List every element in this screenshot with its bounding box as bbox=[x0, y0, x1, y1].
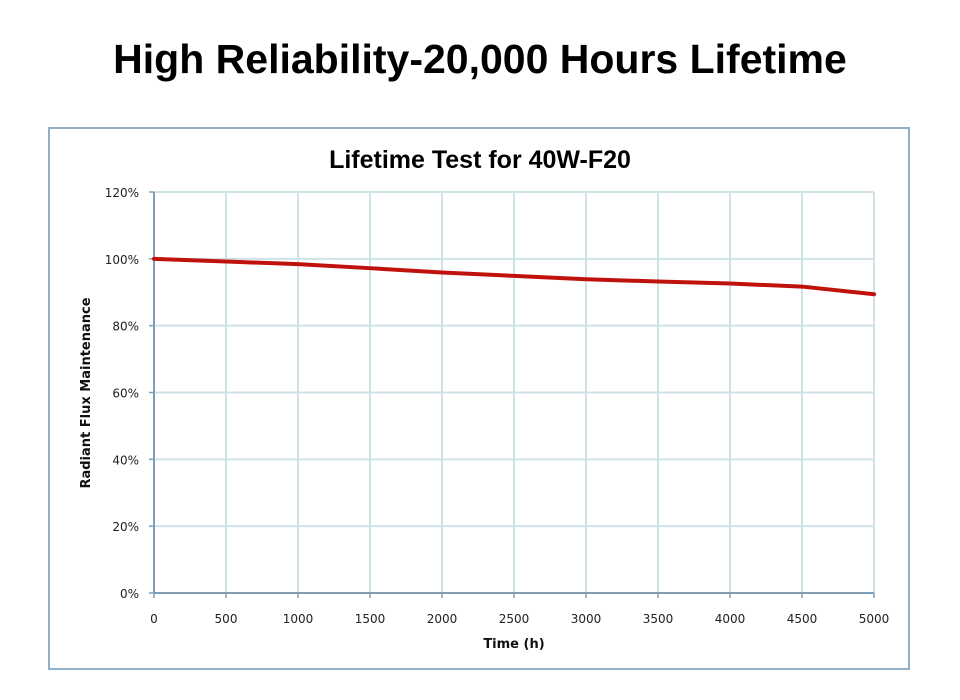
y-tick-label: 60% bbox=[112, 387, 139, 401]
y-tick-label: 120% bbox=[105, 186, 139, 200]
y-axis-label: Radiant Flux Maintenance bbox=[79, 297, 94, 488]
x-tick-label: 2500 bbox=[499, 612, 530, 626]
x-tick-label: 4000 bbox=[715, 612, 746, 626]
x-tick-label: 1000 bbox=[283, 612, 314, 626]
y-tick-label: 0% bbox=[120, 587, 139, 601]
y-tick-label: 20% bbox=[112, 520, 139, 534]
chart-frame bbox=[48, 127, 910, 670]
x-tick-label: 0 bbox=[150, 612, 158, 626]
series-line bbox=[152, 256, 876, 297]
x-tick-label: 2000 bbox=[427, 612, 458, 626]
page-title: High Reliability-20,000 Hours Lifetime bbox=[113, 36, 847, 82]
x-tick-label: 3000 bbox=[571, 612, 602, 626]
chart-title: Lifetime Test for 40W-F20 bbox=[329, 146, 631, 174]
y-tick-label: 40% bbox=[112, 453, 139, 467]
x-axis-label: Time (h) bbox=[483, 637, 544, 652]
x-tick-label: 5000 bbox=[859, 612, 890, 626]
x-tick-label: 1500 bbox=[355, 612, 386, 626]
x-tick-label: 500 bbox=[215, 612, 238, 626]
x-tick-label: 3500 bbox=[643, 612, 674, 626]
y-tick-label: 80% bbox=[112, 320, 139, 334]
x-tick-label: 4500 bbox=[787, 612, 818, 626]
y-tick-label: 100% bbox=[105, 253, 139, 267]
